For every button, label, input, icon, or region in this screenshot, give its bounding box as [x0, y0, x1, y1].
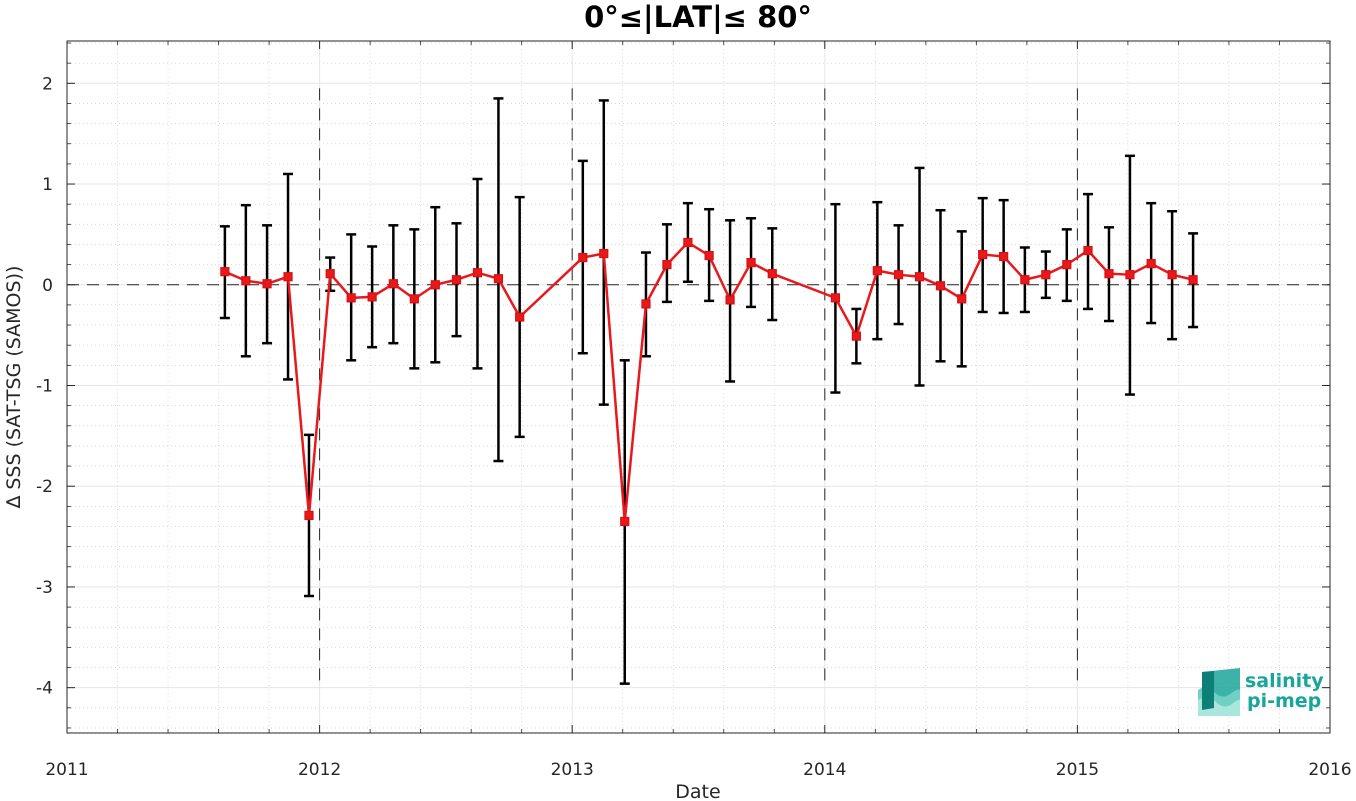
data-point	[262, 279, 272, 289]
y-tick-label: 1	[42, 175, 53, 195]
y-tick-label: -3	[36, 578, 53, 598]
data-point	[872, 266, 882, 276]
data-point	[599, 248, 609, 259]
data-point	[325, 269, 335, 279]
data-point	[620, 516, 630, 527]
x-tick-label: 2013	[551, 760, 594, 780]
data-point	[641, 299, 651, 309]
data-point	[304, 510, 314, 521]
data-point	[914, 272, 925, 282]
data-point	[1104, 269, 1114, 279]
data-point	[1062, 260, 1072, 270]
wave-icon	[1198, 668, 1240, 716]
salinity-pi-mep-logo: salinity pi-mep	[1198, 668, 1324, 716]
data-point	[241, 276, 251, 286]
data-point	[704, 250, 714, 261]
data-point	[957, 294, 967, 304]
data-point	[893, 270, 904, 280]
x-tick-label: 2016	[1308, 760, 1351, 780]
series	[220, 237, 1198, 527]
y-tick-label: 0	[42, 276, 53, 296]
data-point	[515, 312, 525, 322]
data-point	[830, 293, 841, 303]
logo-line1: salinity	[1245, 670, 1324, 692]
data-point	[578, 252, 588, 263]
axis-ticks: 2 1 0 -1 -2 -3 -4 2011 2012 2013 2014 2015 2016	[36, 41, 1352, 780]
data-point	[851, 331, 861, 341]
data-point	[1188, 275, 1198, 285]
error-bars	[219, 97, 1199, 685]
data-point	[662, 260, 672, 270]
data-point	[1083, 245, 1093, 256]
data-point	[367, 292, 377, 302]
data-point	[1167, 270, 1177, 280]
x-tick-label: 2011	[45, 760, 88, 780]
y-tick-label: -2	[36, 477, 53, 497]
x-tick-label: 2015	[1056, 760, 1099, 780]
data-point	[746, 258, 756, 268]
x-axis-label: Date	[675, 781, 720, 801]
grid	[66, 41, 1331, 733]
x-tick-label: 2012	[298, 760, 341, 780]
data-point	[388, 279, 398, 289]
logo-line2: pi-mep	[1247, 690, 1321, 712]
data-point	[346, 293, 356, 303]
y-tick-label: -1	[36, 376, 53, 396]
data-point	[430, 280, 440, 290]
y-axis-label: ∆ SSS (SAT-TSG (SAMOS))	[3, 266, 25, 510]
data-point	[1041, 270, 1051, 280]
data-point	[999, 251, 1009, 262]
data-point	[683, 237, 693, 248]
chart-title: 0°≤|LAT|≤ 80°	[584, 0, 812, 34]
data-point	[409, 294, 419, 304]
y-tick-label: -4	[36, 679, 53, 699]
data-point	[1020, 275, 1030, 285]
data-point	[451, 275, 462, 285]
y-tick-label: 2	[42, 74, 53, 94]
plot-frame	[66, 40, 1331, 734]
data-point	[472, 268, 483, 278]
data-point	[493, 274, 504, 284]
data-point	[725, 295, 735, 305]
reference-lines	[67, 88, 1330, 688]
data-point	[978, 249, 988, 260]
data-point	[1125, 270, 1135, 280]
data-point	[220, 267, 230, 277]
x-tick-label: 2014	[803, 760, 846, 780]
data-point	[1146, 259, 1156, 269]
data-point	[935, 281, 946, 291]
data-point	[283, 272, 293, 282]
data-point	[767, 269, 777, 279]
